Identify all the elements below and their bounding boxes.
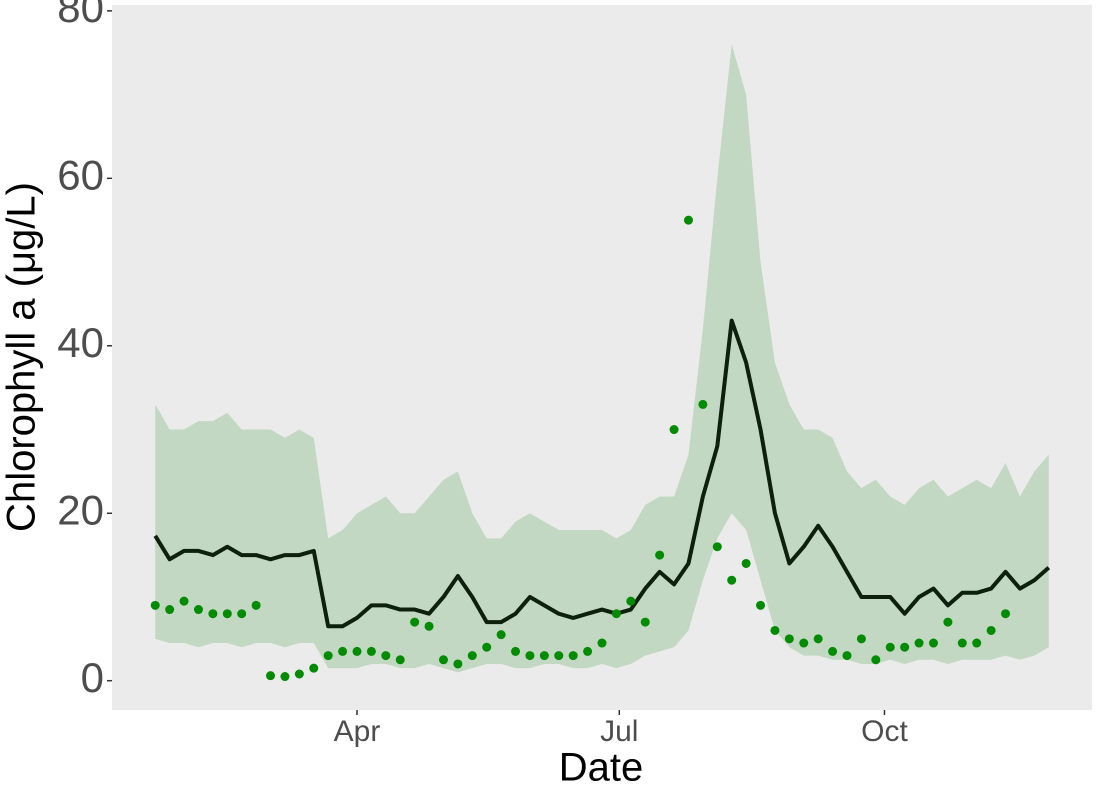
point [309, 663, 319, 673]
y-tick-label: 0 [81, 654, 104, 701]
x-axis-title: Date [559, 746, 644, 790]
point [698, 399, 708, 409]
point [366, 646, 376, 656]
point [972, 638, 982, 648]
point [683, 215, 693, 225]
point [554, 651, 564, 661]
point [885, 642, 895, 652]
point [957, 638, 967, 648]
point [525, 651, 535, 661]
point [784, 634, 794, 644]
point [323, 651, 333, 661]
point [424, 621, 434, 631]
point [655, 550, 665, 560]
point [150, 600, 160, 610]
point [251, 600, 261, 610]
point [165, 605, 175, 615]
point [208, 609, 218, 619]
point [266, 671, 276, 681]
point [222, 609, 232, 619]
point [669, 425, 679, 435]
point [294, 669, 304, 679]
point [395, 655, 405, 665]
point [583, 646, 593, 656]
y-tick-label: 80 [57, 0, 104, 31]
point [626, 596, 636, 606]
point [467, 651, 477, 661]
point [986, 625, 996, 635]
point [179, 596, 189, 606]
point [453, 659, 463, 669]
point [712, 542, 722, 552]
point [727, 575, 737, 585]
y-tick-label: 60 [57, 151, 104, 198]
point [352, 646, 362, 656]
point [640, 617, 650, 627]
x-tick-label: Oct [861, 715, 908, 748]
point [611, 609, 621, 619]
point [871, 655, 881, 665]
point [943, 617, 953, 627]
point [856, 634, 866, 644]
y-axis-title: Chlorophyll a (μg/L) [0, 182, 44, 532]
point [482, 642, 492, 652]
point [842, 651, 852, 661]
point [770, 625, 780, 635]
point [237, 609, 247, 619]
point [756, 600, 766, 610]
confidence-ribbon [155, 44, 1049, 673]
point [813, 634, 823, 644]
point [438, 655, 448, 665]
y-tick-label: 40 [57, 319, 104, 366]
y-tick-label: 20 [57, 486, 104, 533]
point [338, 646, 348, 656]
point [900, 642, 910, 652]
point [1001, 609, 1011, 619]
point [280, 672, 290, 682]
point [828, 646, 838, 656]
point [381, 651, 391, 661]
point [597, 638, 607, 648]
point [799, 638, 809, 648]
x-tick-label: Apr [334, 715, 381, 748]
point [928, 638, 938, 648]
point [496, 630, 506, 640]
line [153, 318, 1051, 629]
point [539, 651, 549, 661]
point [741, 558, 751, 568]
point [193, 605, 203, 615]
point [568, 651, 578, 661]
point [410, 617, 420, 627]
point [511, 646, 521, 656]
x-tick-label: Jul [600, 715, 638, 748]
point [914, 638, 924, 648]
